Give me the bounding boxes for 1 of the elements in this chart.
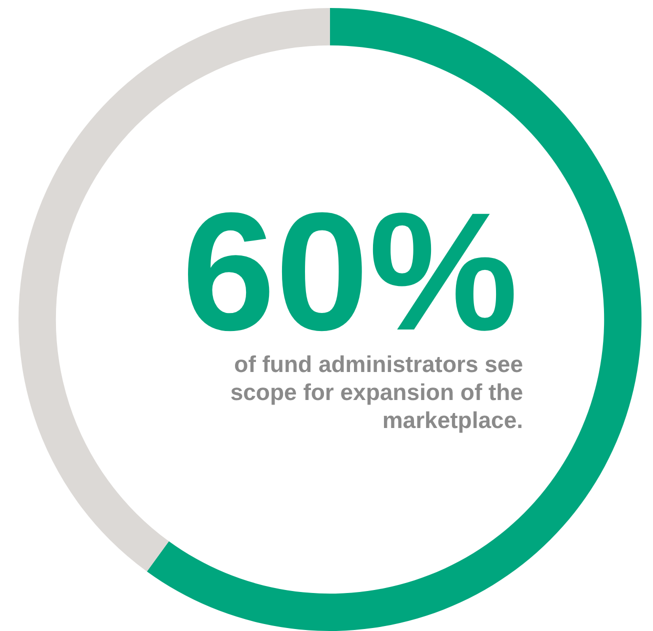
text: of fund administrators see scope for expansion of the marketplace.: [229, 350, 523, 434]
